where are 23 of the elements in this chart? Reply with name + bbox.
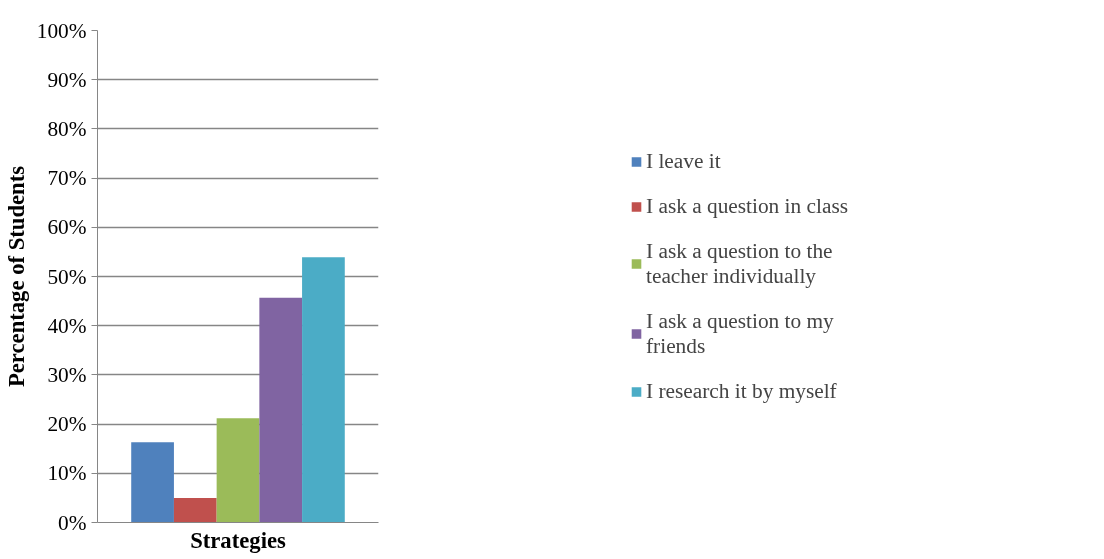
x-axis-title: Strategies xyxy=(190,527,286,553)
legend-label: I leave it xyxy=(646,148,721,174)
bar xyxy=(259,297,303,523)
bar xyxy=(216,418,260,523)
bar xyxy=(173,497,217,523)
legend-label: I research it by myself xyxy=(646,378,837,404)
legend-label: I ask a question in class xyxy=(646,193,848,219)
bar xyxy=(302,257,345,523)
y-tick-label: 100% xyxy=(36,18,87,43)
y-tick-label: 50% xyxy=(47,264,87,289)
y-tick-label: 70% xyxy=(47,166,87,191)
y-tick-label: 80% xyxy=(47,116,87,141)
y-tick-label: 90% xyxy=(47,67,87,92)
legend-label: I ask a question to the teacher individually xyxy=(646,238,833,289)
y-tick-label: 20% xyxy=(47,412,87,437)
y-tick-label: 40% xyxy=(47,313,87,338)
y-axis-title: Percentage of Students xyxy=(3,165,29,388)
y-tick-label: 10% xyxy=(47,461,87,486)
y-tick-label: 60% xyxy=(47,215,87,240)
y-tick-label: 0% xyxy=(58,510,87,535)
legend-label: I ask a question to my friends xyxy=(646,308,834,359)
bar xyxy=(131,442,174,523)
y-tick-label: 30% xyxy=(47,362,87,387)
